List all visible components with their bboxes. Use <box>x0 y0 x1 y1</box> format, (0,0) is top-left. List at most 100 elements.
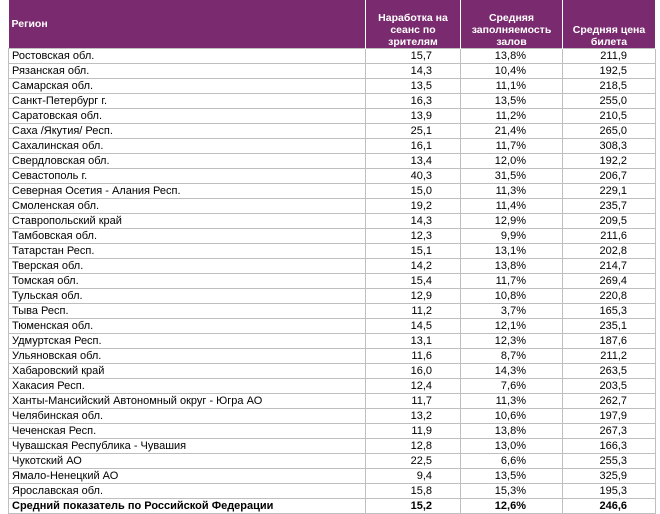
table-row: Саратовская обл. 13,9 11,2% 210,5 <box>8 108 656 124</box>
table-cell: 262,7 <box>562 393 656 409</box>
table-row: Чеченская Респ. 11,9 13,8% 267,3 <box>8 423 656 439</box>
table-cell: Чеченская Респ. <box>8 423 366 439</box>
table-cell: 13,9 <box>365 108 461 124</box>
table-cell: Сахалинская обл. <box>8 138 366 154</box>
table-cell: 255,3 <box>562 453 656 469</box>
table-row: Татарстан Респ. 15,1 13,1% 202,8 <box>8 243 656 259</box>
table-cell: 15,7 <box>365 48 461 64</box>
table-cell: 11,3% <box>460 183 563 199</box>
table-cell: Северная Осетия - Алания Респ. <box>8 183 366 199</box>
table-cell: Челябинская обл. <box>8 408 366 424</box>
table-row: Ставропольский край 14,3 12,9% 209,5 <box>8 213 656 229</box>
table-cell: 15,8 <box>365 483 461 499</box>
table-cell: Ростовская обл. <box>8 48 366 64</box>
table-cell: Саха /Якутия/ Респ. <box>8 123 366 139</box>
table-row: Саха /Якутия/ Респ. 25,1 21,4% 265,0 <box>8 123 656 139</box>
table-cell: 11,4% <box>460 198 563 214</box>
table-row: Ростовская обл. 15,7 13,8% 211,9 <box>8 48 656 64</box>
table-cell: 10,4% <box>460 63 563 79</box>
table-cell: 255,0 <box>562 93 656 109</box>
table-cell: 14,3 <box>365 63 461 79</box>
table-cell: 211,2 <box>562 348 656 364</box>
table-cell: 202,8 <box>562 243 656 259</box>
table-row: Ярославская обл. 15,8 15,3% 195,3 <box>8 483 656 499</box>
table-cell: Тыва Респ. <box>8 303 366 319</box>
table-cell: 11,7% <box>460 138 563 154</box>
table-cell: 22,5 <box>365 453 461 469</box>
table-cell: 7,6% <box>460 378 563 394</box>
table-cell: 10,6% <box>460 408 563 424</box>
table-cell: Тюменская обл. <box>8 318 366 334</box>
table-cell: Удмуртская Респ. <box>8 333 366 349</box>
table-cell: 11,7 <box>365 393 461 409</box>
table-cell: 12,3% <box>460 333 563 349</box>
table-cell: 192,5 <box>562 63 656 79</box>
table-cell: 12,3 <box>365 228 461 244</box>
table-container: Регион Наработка на сеанс по зрителям Сред… <box>8 0 656 514</box>
table-cell: 11,1% <box>460 78 563 94</box>
total-row: Средний показатель по Российской Федерац… <box>8 498 656 514</box>
table-cell: 14,3 <box>365 213 461 229</box>
table-row: Смоленская обл. 19,2 11,4% 235,7 <box>8 198 656 214</box>
table-cell: Ставропольский край <box>8 213 366 229</box>
table-cell: 16,3 <box>365 93 461 109</box>
table-cell: 10,8% <box>460 288 563 304</box>
table-cell: 197,9 <box>562 408 656 424</box>
table-cell: 269,4 <box>562 273 656 289</box>
table-row: Самарская обл. 13,5 11,1% 218,5 <box>8 78 656 94</box>
table-row: Тамбовская обл. 12,3 9,9% 211,6 <box>8 228 656 244</box>
table-cell: Санкт-Петербург г. <box>8 93 366 109</box>
table-cell: 25,1 <box>365 123 461 139</box>
table-cell: 325,9 <box>562 468 656 484</box>
table-cell: 267,3 <box>562 423 656 439</box>
table-row: Томская обл. 15,4 11,7% 269,4 <box>8 273 656 289</box>
table-cell: 210,5 <box>562 108 656 124</box>
header-row: Регион Наработка на сеанс по зрителям Сред… <box>8 0 656 49</box>
table-cell: 263,5 <box>562 363 656 379</box>
table-cell: 12,9 <box>365 288 461 304</box>
table-cell: 8,7% <box>460 348 563 364</box>
table-cell: 11,9 <box>365 423 461 439</box>
table-cell: 13,8% <box>460 258 563 274</box>
table-cell: 206,7 <box>562 168 656 184</box>
table-cell: 31,5% <box>460 168 563 184</box>
table-cell: 6,6% <box>460 453 563 469</box>
table-cell: 187,6 <box>562 333 656 349</box>
table-cell: 13,5% <box>460 468 563 484</box>
table-row: Чукотский АО 22,5 6,6% 255,3 <box>8 453 656 469</box>
table-cell: 3,7% <box>460 303 563 319</box>
table-cell: 9,4 <box>365 468 461 484</box>
table-cell: 13,4 <box>365 153 461 169</box>
table-row: Севастополь г. 40,3 31,5% 206,7 <box>8 168 656 184</box>
table-cell: 195,3 <box>562 483 656 499</box>
table-row: Тульская обл. 12,9 10,8% 220,8 <box>8 288 656 304</box>
table-cell: 12,1% <box>460 318 563 334</box>
table-cell: Рязанская обл. <box>8 63 366 79</box>
table-cell: 15,3% <box>460 483 563 499</box>
table-cell: 13,5 <box>365 78 461 94</box>
header-cell: Средняя заполняемость залов <box>460 0 563 49</box>
table-cell: Смоленская обл. <box>8 198 366 214</box>
table-cell: 235,7 <box>562 198 656 214</box>
table-cell: 11,3% <box>460 393 563 409</box>
table-row: Ямало-Ненецкий АО 9,4 13,5% 325,9 <box>8 468 656 484</box>
table-row: Тюменская обл. 14,5 12,1% 235,1 <box>8 318 656 334</box>
table-cell: 11,7% <box>460 273 563 289</box>
table-cell: 12,0% <box>460 153 563 169</box>
table-row: Ульяновская обл. 11,6 8,7% 211,2 <box>8 348 656 364</box>
table-cell: 40,3 <box>365 168 461 184</box>
header-cell: Наработка на сеанс по зрителям <box>365 0 461 49</box>
total-cell: 246,6 <box>562 498 656 514</box>
total-cell: 12,6% <box>460 498 563 514</box>
table-row: Сахалинская обл. 16,1 11,7% 308,3 <box>8 138 656 154</box>
total-cell: 15,2 <box>365 498 461 514</box>
table-cell: Тульская обл. <box>8 288 366 304</box>
table-cell: Тверская обл. <box>8 258 366 274</box>
table-cell: 14,3% <box>460 363 563 379</box>
table-cell: Хакасия Респ. <box>8 378 366 394</box>
table-cell: 308,3 <box>562 138 656 154</box>
table-cell: 9,9% <box>460 228 563 244</box>
table-cell: 13,0% <box>460 438 563 454</box>
table-row: Хабаровский край 16,0 14,3% 263,5 <box>8 363 656 379</box>
header-cell: Регион <box>8 0 366 49</box>
